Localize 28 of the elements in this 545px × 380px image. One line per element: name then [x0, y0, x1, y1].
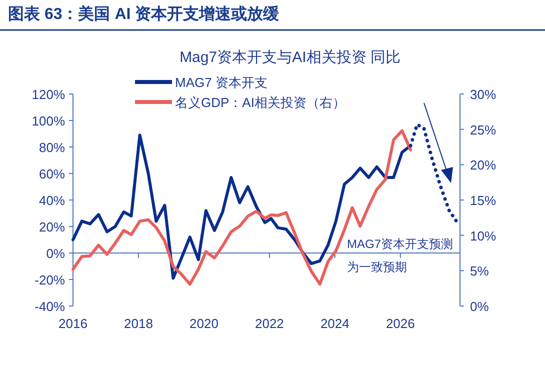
y-tick-label: 80% — [38, 140, 66, 155]
chart-subtitle: Mag7资本开支与AI相关投资 同比 — [180, 49, 400, 66]
legend-label: 名义GDP：AI相关投资（右） — [175, 95, 346, 110]
annotation: 为一致预期 — [347, 260, 407, 274]
x-tick-label: 2026 — [386, 316, 415, 331]
y-tick-label: 20% — [38, 220, 66, 234]
y2-tick-label: 20% — [470, 158, 496, 173]
y2-tick-label: 10% — [470, 228, 496, 244]
y-tick-label: 40% — [38, 193, 66, 208]
y-tick-label: 120% — [32, 87, 66, 102]
y2-tick-label: 5% — [470, 264, 490, 279]
x-tick-label: 2018 — [124, 316, 153, 331]
y-tick-label: 60% — [38, 166, 66, 182]
x-tick-label: 2020 — [190, 316, 218, 331]
x-tick-label: 2016 — [58, 316, 88, 331]
annotation: MAG7资本开支预测 — [347, 237, 454, 251]
y2-tick-label: 25% — [470, 122, 496, 138]
y-tick-label: -40% — [34, 299, 66, 314]
y2-tick-label: 15% — [470, 193, 496, 208]
chart-title: 图表 63：美国 AI 资本开支增速或放缓 — [8, 4, 280, 23]
y-tick-label: 100% — [32, 114, 66, 128]
y2-tick-label: 30% — [470, 87, 496, 102]
x-tick-label: 2022 — [254, 316, 284, 331]
y2-tick-label: 0% — [470, 299, 490, 314]
legend-label: MAG7 资本开支 — [175, 75, 268, 90]
x-tick-label: 2024 — [320, 316, 350, 331]
y-tick-label: -20% — [34, 272, 66, 288]
y-tick-label: 0% — [46, 246, 66, 261]
